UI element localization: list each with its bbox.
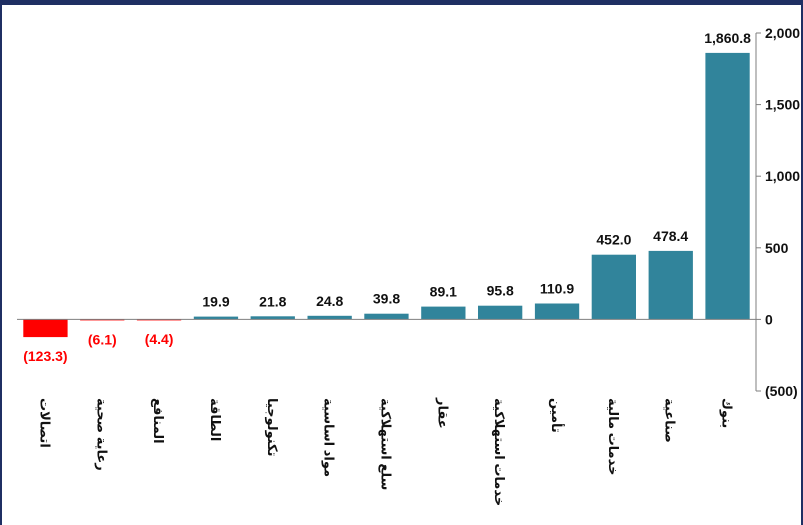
category-label-6: سلع استهلاكية bbox=[379, 398, 394, 490]
category-labels-group: اتصالات رعاية صحية المنافع الطاقة تكنولوجيا م… bbox=[37, 397, 734, 506]
data-label-1: (6.1) bbox=[88, 331, 117, 347]
category-label-10: خدمات مالية bbox=[606, 398, 621, 476]
bar-6 bbox=[364, 313, 409, 320]
y-tick-label-2: 500 bbox=[765, 240, 789, 256]
data-label-8: 95.8 bbox=[487, 283, 514, 299]
bar-7 bbox=[421, 306, 466, 320]
data-label-5: 24.8 bbox=[316, 293, 343, 309]
data-label-10: 452.0 bbox=[596, 232, 631, 248]
bars-group bbox=[23, 52, 750, 338]
bar-9 bbox=[534, 303, 580, 320]
data-labels-group: (123.3) (6.1) (4.4) 19.9 21.8 24.8 39.8 89.1 95.… bbox=[23, 30, 751, 364]
data-label-0: (123.3) bbox=[23, 348, 67, 364]
category-label-12: بنوك bbox=[720, 398, 735, 428]
bar-3 bbox=[193, 316, 239, 320]
y-tick-label-1: 0 bbox=[765, 311, 773, 327]
data-label-2: (4.4) bbox=[145, 331, 174, 347]
category-label-0: اتصالات bbox=[37, 398, 52, 448]
y-axis: (500) 0 500 1,000 1,500 2,000 bbox=[17, 25, 800, 399]
data-label-12: 1,860.8 bbox=[704, 30, 751, 46]
y-tick-label-3: 1,000 bbox=[765, 168, 800, 184]
data-label-9: 110.9 bbox=[540, 281, 574, 297]
category-label-8: خدمات استهلاكية bbox=[492, 398, 507, 506]
data-label-6: 39.8 bbox=[373, 291, 400, 307]
bar-8 bbox=[478, 305, 523, 320]
bar-10 bbox=[591, 254, 636, 320]
bar-5 bbox=[307, 315, 352, 320]
y-tick-label-5: 2,000 bbox=[765, 25, 800, 41]
category-label-3: الطاقة bbox=[208, 398, 223, 441]
top-border-bar bbox=[2, 0, 803, 5]
category-label-9: تأمين bbox=[549, 398, 565, 433]
data-label-11: 478.4 bbox=[653, 228, 688, 244]
bar-4 bbox=[250, 316, 295, 320]
category-label-5: مواد اساسية bbox=[322, 398, 337, 477]
y-tick-label-0: (500) bbox=[765, 383, 798, 399]
bar-11 bbox=[648, 250, 693, 320]
category-label-4: تكنولوجيا bbox=[265, 398, 280, 457]
data-label-4: 21.8 bbox=[259, 293, 286, 309]
bar-12 bbox=[705, 52, 750, 320]
bar-0 bbox=[23, 319, 68, 338]
category-label-1: رعاية صحية bbox=[94, 398, 109, 471]
y-tick-label-4: 1,500 bbox=[765, 97, 800, 113]
category-label-11: صناعية bbox=[663, 398, 678, 443]
category-label-2: المنافع bbox=[151, 398, 166, 444]
category-label-7: عقار bbox=[435, 397, 450, 429]
data-label-7: 89.1 bbox=[430, 284, 457, 300]
data-label-3: 19.9 bbox=[202, 294, 229, 310]
